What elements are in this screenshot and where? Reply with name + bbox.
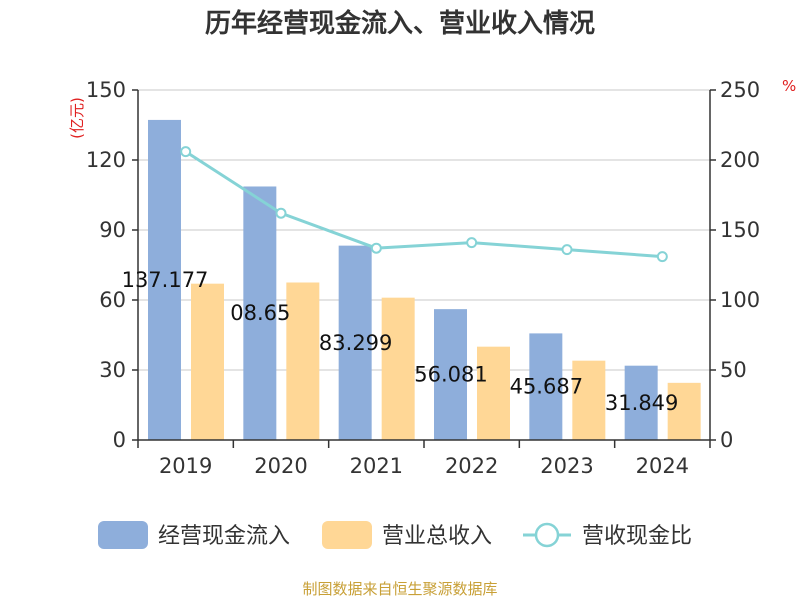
bar-revenue (572, 360, 606, 440)
legend-swatch-cash-inflow (98, 521, 148, 549)
data-label-cash-inflow: 31.849 (605, 391, 678, 415)
right-axis-unit: % (782, 77, 796, 95)
bar-cash-inflow (148, 119, 181, 440)
gridlines (138, 89, 710, 371)
axes: 0 0 30 50 60 100 90 150 120 200 150 250 2019 2020 2021… (86, 78, 760, 478)
right-tick-label: 100 (720, 288, 760, 312)
ratio-point (656, 251, 668, 263)
chart-title: 历年经营现金流入、营业收入情况 (205, 8, 595, 39)
bar-cash-inflow (434, 309, 467, 440)
bar-revenue (667, 382, 701, 440)
bar-group (148, 119, 701, 440)
bar-revenue (286, 282, 320, 440)
line-series (180, 146, 668, 263)
legend-label-ratio: 营收现金比 (582, 524, 692, 549)
source-note: 制图数据来自恒生聚源数据库 (302, 580, 497, 598)
right-tick-label: 250 (720, 78, 760, 102)
right-tick-label: 0 (720, 428, 733, 452)
bar-cash-inflow (243, 186, 277, 440)
left-tick-label: 60 (99, 288, 126, 312)
left-tick-label: 0 (113, 428, 126, 452)
ratio-point (180, 146, 192, 158)
left-tick-label: 120 (86, 148, 126, 172)
data-label-cash-inflow: 45.687 (510, 375, 583, 399)
x-tick-label: 2021 (350, 454, 403, 478)
right-tick-label: 200 (720, 148, 760, 172)
legend-marker-ratio (534, 522, 560, 548)
right-tick-label: 150 (720, 218, 760, 242)
x-tick-label: 2022 (445, 454, 498, 478)
legend-label-cash-inflow: 经营现金流入 (158, 524, 290, 549)
ratio-point (370, 242, 382, 254)
ratio-line (184, 150, 663, 259)
bar-cash-inflow (624, 365, 658, 440)
x-tick-label: 2019 (159, 454, 212, 478)
legend-swatch-revenue (322, 521, 372, 549)
ratio-point (466, 237, 478, 249)
data-labels: 137.177 08.65 83.299 56.081 45.687 31.849 (122, 268, 679, 415)
ratio-point (561, 244, 573, 256)
right-tick-label: 50 (720, 358, 747, 382)
left-tick-label: 90 (99, 218, 126, 242)
bar-cash-inflow (529, 333, 563, 440)
legend-label-revenue: 营业总收入 (382, 524, 492, 549)
x-tick-label: 2023 (540, 454, 593, 478)
left-axis-unit: (亿元) (68, 97, 86, 139)
x-tick-label: 2024 (636, 454, 689, 478)
data-label-cash-inflow: 83.299 (319, 331, 392, 355)
x-tick-label: 2020 (254, 454, 307, 478)
bar-revenue (191, 283, 224, 440)
ratio-point (275, 207, 287, 219)
bar-revenue (381, 297, 415, 440)
data-label-cash-inflow: 137.177 (122, 268, 209, 292)
data-label-cash-inflow: 08.65 (230, 301, 290, 325)
left-tick-label: 30 (99, 358, 126, 382)
bar-cash-inflow (338, 245, 372, 440)
legend[interactable]: 经营现金流入 营业总收入 营收现金比 (98, 521, 692, 549)
left-tick-label: 150 (86, 78, 126, 102)
bar-revenue (477, 346, 510, 440)
data-label-cash-inflow: 56.081 (414, 363, 487, 387)
